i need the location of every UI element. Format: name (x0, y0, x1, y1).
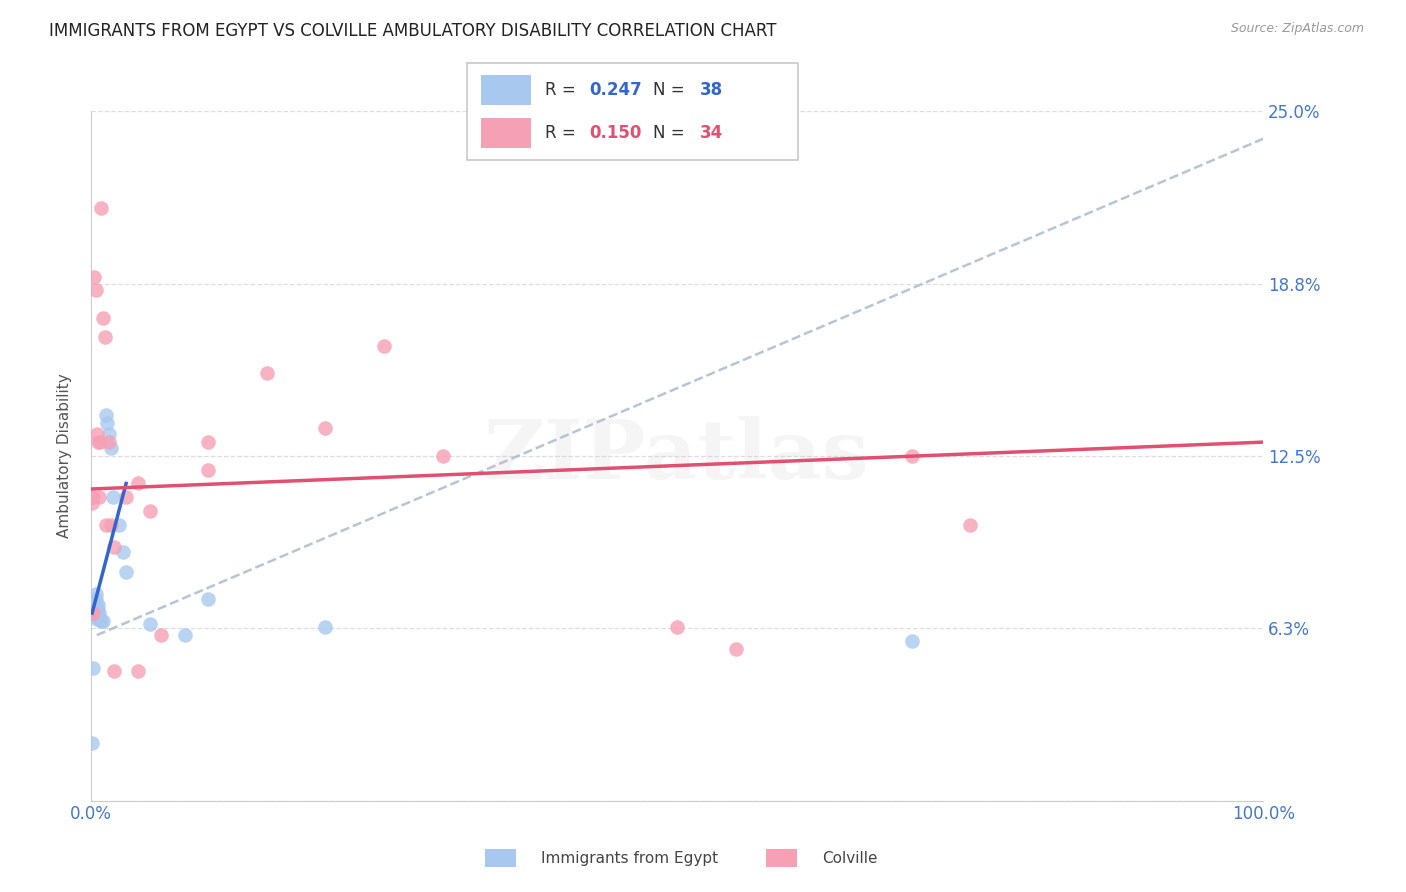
Text: IMMIGRANTS FROM EGYPT VS COLVILLE AMBULATORY DISABILITY CORRELATION CHART: IMMIGRANTS FROM EGYPT VS COLVILLE AMBULA… (49, 22, 776, 40)
Point (138, 504, 160, 518)
Point (173, 628, 195, 642)
Point (197, 463, 219, 477)
Text: 34: 34 (700, 124, 724, 142)
Point (127, 664, 149, 678)
Point (103, 490, 125, 504)
Point (900, 449, 922, 463)
Point (666, 620, 689, 634)
Text: Colville: Colville (823, 851, 877, 865)
Point (82, 603, 104, 617)
Point (89, 606, 111, 620)
Point (127, 476, 149, 491)
Point (256, 366, 278, 380)
Point (83, 606, 105, 620)
Point (138, 617, 160, 632)
Point (86, 426, 108, 441)
Point (83, 608, 105, 623)
Point (900, 633, 922, 648)
Text: 38: 38 (700, 81, 723, 99)
Point (96, 408, 118, 422)
Point (103, 664, 125, 678)
Point (82, 606, 104, 620)
Text: R =: R = (546, 124, 581, 142)
Point (82, 496, 104, 510)
Point (86, 606, 108, 620)
Point (87, 435, 110, 450)
Point (97, 426, 120, 441)
Point (82, 490, 104, 504)
Point (89, 435, 111, 450)
Point (108, 517, 131, 532)
Point (86, 600, 108, 615)
Text: ZIPatlas: ZIPatlas (484, 416, 870, 496)
Text: N =: N = (652, 124, 690, 142)
Point (84, 284, 107, 298)
Point (82, 600, 104, 615)
Point (96, 416, 118, 430)
Point (314, 421, 336, 435)
Point (91, 615, 114, 629)
Point (115, 565, 138, 579)
Point (90, 615, 112, 629)
Point (197, 435, 219, 450)
Point (96, 517, 118, 532)
Point (83, 595, 105, 609)
FancyBboxPatch shape (467, 63, 799, 160)
Point (97, 435, 120, 450)
Point (100, 517, 122, 532)
Point (82, 595, 104, 609)
Point (103, 540, 125, 554)
Point (84, 592, 107, 607)
Point (82, 661, 104, 675)
Point (115, 490, 138, 504)
Point (83, 600, 105, 615)
Point (83, 269, 105, 284)
Point (94, 330, 117, 344)
Point (82, 600, 104, 615)
Point (82, 490, 104, 504)
Point (84, 603, 107, 617)
Point (91, 311, 114, 326)
Point (432, 449, 454, 463)
Point (90, 201, 112, 215)
Text: 0.150: 0.150 (589, 124, 641, 142)
Text: N =: N = (652, 81, 690, 99)
Y-axis label: Ambulatory Disability: Ambulatory Disability (58, 374, 72, 538)
Point (82, 606, 104, 620)
Point (314, 620, 336, 634)
Point (197, 592, 219, 607)
Point (84, 587, 107, 601)
Point (373, 338, 395, 352)
Point (82, 736, 104, 750)
Point (87, 603, 110, 617)
Point (86, 612, 108, 626)
Point (150, 628, 173, 642)
Point (87, 598, 110, 612)
FancyBboxPatch shape (481, 119, 531, 148)
Text: R =: R = (546, 81, 581, 99)
Point (959, 517, 981, 532)
Text: Immigrants from Egypt: Immigrants from Egypt (541, 851, 718, 865)
Point (82, 603, 104, 617)
Point (89, 490, 111, 504)
Point (724, 642, 747, 657)
Point (100, 441, 122, 455)
Point (82, 598, 104, 612)
Point (111, 545, 134, 559)
FancyBboxPatch shape (481, 75, 531, 104)
Text: 0.247: 0.247 (589, 81, 641, 99)
Point (89, 612, 111, 626)
Point (82, 606, 104, 620)
Text: Source: ZipAtlas.com: Source: ZipAtlas.com (1230, 22, 1364, 36)
